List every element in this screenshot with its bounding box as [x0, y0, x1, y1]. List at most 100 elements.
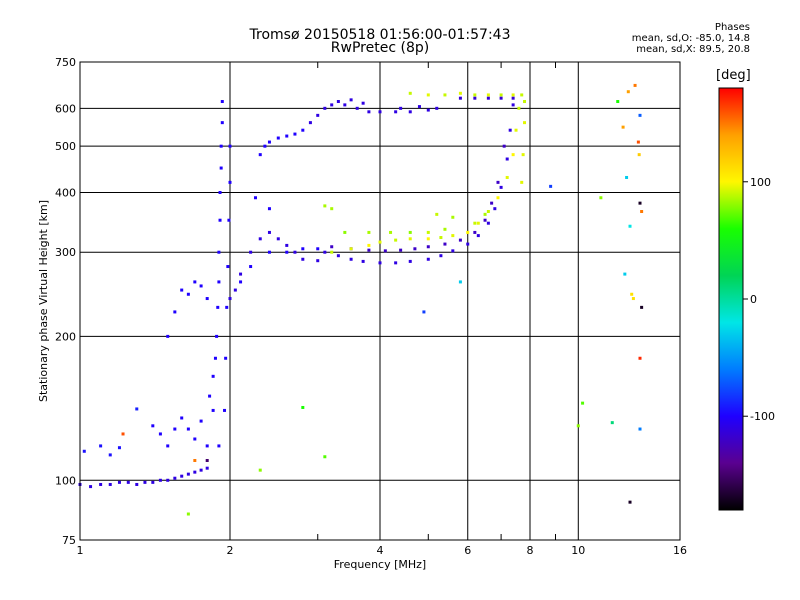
data-point — [638, 201, 642, 205]
data-point — [473, 96, 477, 100]
data-point — [417, 105, 421, 109]
colorbar: 100 0 -100 — [718, 87, 775, 511]
data-point — [631, 297, 635, 301]
data-point — [408, 230, 412, 234]
data-point — [224, 356, 228, 360]
data-point — [343, 230, 347, 234]
data-point — [199, 284, 203, 288]
data-point — [258, 468, 262, 472]
data-point — [378, 110, 382, 114]
data-point — [218, 190, 222, 194]
data-point — [511, 96, 515, 100]
phase-box-title: Phases — [714, 22, 750, 33]
data-point — [349, 257, 353, 261]
data-point — [253, 196, 257, 200]
data-points — [78, 83, 644, 516]
data-point — [486, 93, 490, 97]
data-point — [126, 480, 130, 484]
data-point — [330, 250, 334, 254]
data-point — [466, 242, 470, 246]
data-point — [439, 254, 443, 258]
y-axis-label: Stationary phase Virtual Height [km] — [37, 200, 50, 402]
data-point — [630, 292, 634, 296]
data-point — [151, 480, 155, 484]
data-point — [293, 132, 297, 136]
data-point — [408, 91, 412, 95]
data-point — [476, 221, 480, 225]
data-point — [89, 485, 93, 489]
data-point — [186, 292, 190, 296]
data-point — [458, 91, 462, 95]
data-point — [576, 424, 580, 428]
data-point — [216, 305, 220, 309]
axis-ticks: 1 2 4 6 8 10 16 75 100 200 300 400 500 600 750 — [55, 56, 687, 557]
y-tick-label: 400 — [55, 186, 76, 199]
data-point — [640, 305, 644, 309]
data-point — [443, 242, 447, 246]
data-point — [180, 416, 184, 420]
data-point — [502, 144, 506, 148]
data-point — [228, 180, 232, 184]
x-tick-label: 4 — [377, 544, 384, 557]
data-point — [117, 480, 121, 484]
data-point — [443, 93, 447, 97]
x-axis-label: Frequency [MHz] — [334, 558, 426, 571]
data-point — [239, 272, 243, 276]
data-point — [301, 257, 305, 261]
data-point — [276, 237, 280, 241]
data-point — [233, 288, 237, 292]
data-point — [499, 93, 503, 97]
data-point — [228, 297, 232, 301]
data-point — [408, 237, 412, 241]
data-point — [378, 261, 382, 265]
data-point — [610, 421, 614, 425]
data-point — [458, 238, 462, 242]
data-point — [205, 297, 209, 301]
data-point — [523, 121, 527, 125]
data-point — [217, 250, 221, 254]
data-point — [220, 121, 224, 125]
colorbar-gradient — [718, 87, 744, 511]
data-point — [633, 83, 637, 87]
data-point — [443, 227, 447, 231]
data-point — [625, 175, 629, 179]
data-point — [226, 265, 230, 269]
data-point — [217, 280, 221, 284]
data-point — [383, 249, 387, 253]
chart-subtitle: RwPretec (8p) — [330, 40, 430, 56]
data-point — [520, 93, 524, 97]
data-point — [219, 166, 223, 170]
data-point — [330, 207, 334, 211]
data-point — [227, 218, 231, 222]
data-point — [638, 113, 642, 117]
data-point — [218, 218, 222, 222]
data-point — [426, 245, 430, 249]
colorbar-ticks: 100 0 -100 — [743, 176, 775, 423]
data-point — [285, 134, 289, 138]
data-point — [199, 468, 203, 472]
data-point — [628, 224, 632, 228]
data-point — [99, 444, 103, 448]
data-point — [180, 288, 184, 292]
data-point — [476, 234, 480, 238]
data-point — [549, 184, 553, 188]
colorbar-tick-label: -100 — [750, 410, 775, 423]
data-point — [293, 250, 297, 254]
data-point — [426, 93, 430, 97]
data-point — [426, 257, 430, 261]
data-point — [301, 247, 305, 251]
data-point — [473, 230, 477, 234]
data-point — [511, 153, 515, 157]
data-point — [486, 221, 490, 225]
data-point — [435, 106, 439, 110]
data-point — [151, 424, 155, 428]
data-point — [361, 259, 365, 263]
data-point — [426, 230, 430, 234]
data-point — [258, 153, 262, 157]
data-point — [173, 476, 177, 480]
data-point — [135, 407, 139, 411]
y-tick-label: 600 — [55, 102, 76, 115]
data-point — [458, 280, 462, 284]
data-point — [193, 280, 197, 284]
y-tick-label: 500 — [55, 140, 76, 153]
